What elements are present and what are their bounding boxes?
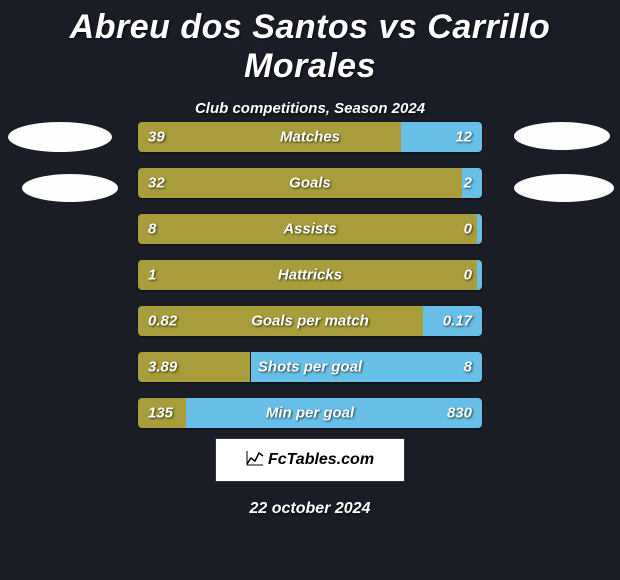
stat-value-right: 2	[464, 175, 472, 192]
stat-value-left: 0.82	[148, 313, 177, 330]
stat-label: Shots per goal	[138, 359, 482, 376]
stat-label: Goals	[138, 175, 482, 192]
stat-value-right: 830	[447, 405, 472, 422]
player-photo-left-2	[22, 174, 118, 202]
stat-label: Assists	[138, 221, 482, 238]
chart-icon	[246, 450, 264, 471]
player-photo-left-1	[8, 122, 112, 152]
stat-label: Goals per match	[138, 313, 482, 330]
stat-row: Goals per match0.82 0.17	[138, 306, 482, 336]
stat-value-right: 0.17	[443, 313, 472, 330]
stat-row: Assists8 0	[138, 214, 482, 244]
stat-value-right: 0	[464, 267, 472, 284]
stat-value-left: 32	[148, 175, 165, 192]
stat-value-left: 39	[148, 129, 165, 146]
stat-value-right: 8	[464, 359, 472, 376]
stat-row: Shots per goal3.89 8	[138, 352, 482, 382]
stat-label: Hattricks	[138, 267, 482, 284]
stat-row: Hattricks1 0	[138, 260, 482, 290]
stat-value-left: 135	[148, 405, 173, 422]
subtitle: Club competitions, Season 2024	[0, 100, 620, 117]
stat-row: Matches39 12	[138, 122, 482, 152]
stat-value-right: 12	[455, 129, 472, 146]
page-title: Abreu dos Santos vs Carrillo Morales	[0, 0, 620, 86]
stat-label: Matches	[138, 129, 482, 146]
player-photo-right-1	[514, 122, 610, 150]
fctables-logo: FcTables.com	[215, 438, 405, 482]
stat-row: Min per goal135 830	[138, 398, 482, 428]
stat-value-left: 8	[148, 221, 156, 238]
stat-value-left: 3.89	[148, 359, 177, 376]
stat-row: Goals32 2	[138, 168, 482, 198]
stat-value-right: 0	[464, 221, 472, 238]
stat-label: Min per goal	[138, 405, 482, 422]
player-photo-right-2	[514, 174, 614, 202]
stat-value-left: 1	[148, 267, 156, 284]
logo-text: FcTables.com	[268, 451, 374, 469]
infographic-date: 22 october 2024	[0, 500, 620, 518]
stats-bars-container: Matches3912Goals322Assists80Hattricks10G…	[138, 122, 482, 444]
